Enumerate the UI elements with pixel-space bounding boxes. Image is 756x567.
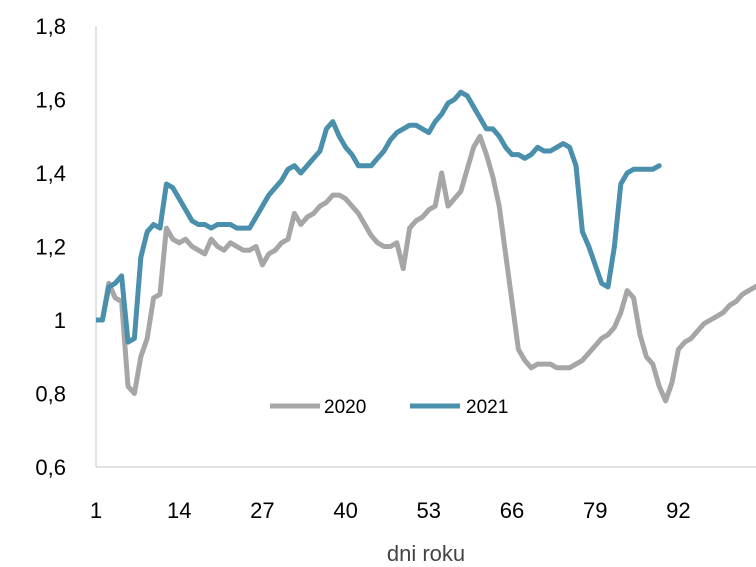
x-axis-label: dni roku [387, 541, 465, 566]
legend: 2020 2021 [270, 397, 508, 418]
x-tick-label: 53 [417, 498, 441, 523]
series-line-2021 [96, 89, 662, 345]
y-tick-label: 1,4 [35, 161, 66, 186]
x-tick-label: 1 [90, 498, 102, 523]
x-tick-label: 40 [333, 498, 357, 523]
chart-axes [95, 26, 756, 468]
series-line-2020 [96, 133, 756, 404]
legend-label: 2020 [324, 397, 366, 418]
x-tick-label: 66 [500, 498, 524, 523]
legend-label: 2021 [466, 397, 508, 418]
y-tick-label: 1,2 [35, 235, 66, 260]
y-tick-labels: 0,6 0,8 1 1,2 1,4 1,6 1,8 [35, 14, 66, 480]
x-tick-label: 14 [167, 498, 191, 523]
series-lines [96, 89, 756, 404]
x-tick-label: 79 [583, 498, 607, 523]
x-tick-label: 27 [250, 498, 274, 523]
x-tick-label: 92 [666, 498, 690, 523]
y-tick-label: 0,8 [35, 382, 66, 407]
y-tick-label: 1 [54, 308, 66, 333]
y-tick-label: 0,6 [35, 455, 66, 480]
y-tick-label: 1,6 [35, 88, 66, 113]
x-tick-labels: 1 14 27 40 53 66 79 92 [90, 498, 691, 523]
y-tick-label: 1,8 [35, 14, 66, 39]
